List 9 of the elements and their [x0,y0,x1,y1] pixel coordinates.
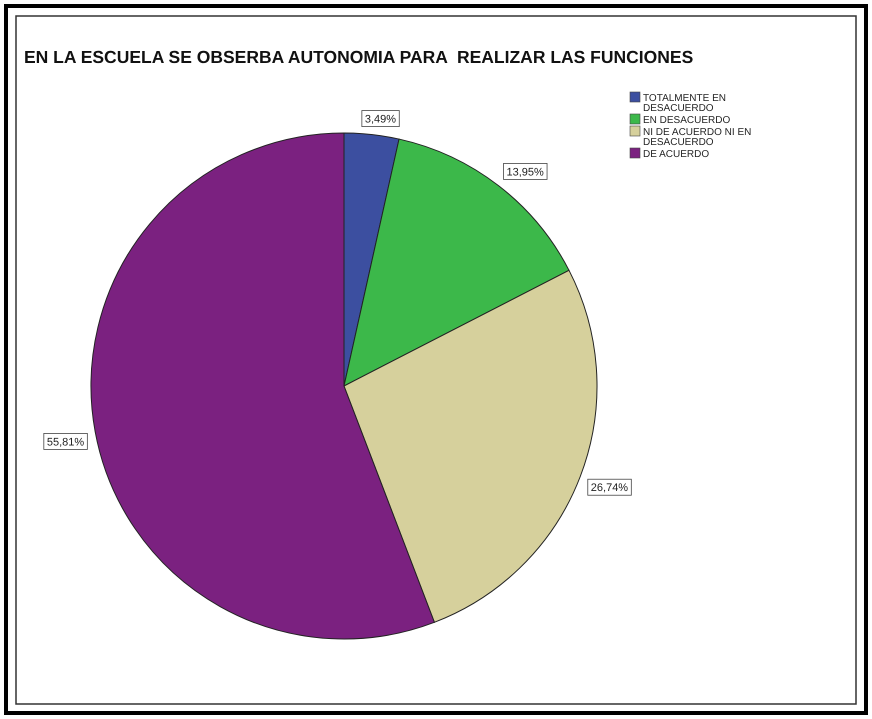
legend-label: EN DESACUERDO [643,115,730,126]
legend-label: DE ACUERDO [643,149,710,160]
data-label: 13,95% [506,166,544,178]
legend-label: TOTALMENTE EN DESACUERDO [643,93,726,114]
legend-label: NI DE ACUERDO NI EN DESACUERDO [643,127,752,148]
chart-title: EN LA ESCUELA SE OBSERBA AUTONOMIA PARA REALIZAR LAS FUNCIONES [24,47,694,67]
data-label: 55,81% [46,436,84,448]
data-label: 26,74% [590,482,628,494]
data-label: 3,49% [364,114,396,126]
